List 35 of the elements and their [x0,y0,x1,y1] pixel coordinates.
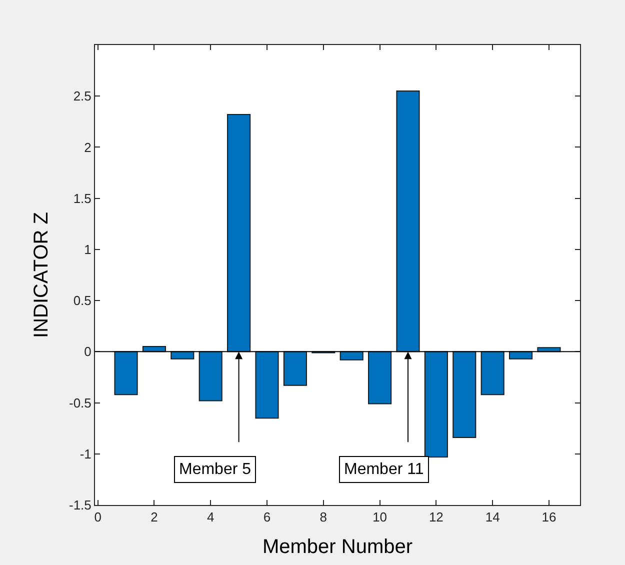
y-tick-label: 2.5 [73,88,92,104]
bar [198,351,222,402]
bar [396,90,420,352]
bar [509,351,533,360]
bar [283,351,307,386]
bar [424,351,448,458]
x-axis-title: Member Number [262,536,413,558]
y-tick-label: -1 [80,446,92,462]
x-tick-label: 8 [320,510,328,525]
annotation: Member 11 [344,461,424,478]
bar [452,351,476,438]
y-tick-label: 0 [84,344,92,360]
bar [480,351,504,396]
bar [368,351,392,404]
y-tick-label: 1 [84,242,92,257]
bar [170,351,194,360]
bar [114,351,138,396]
x-tick-label: 16 [542,510,556,525]
bar [255,351,279,419]
x-tick-label: 0 [94,510,102,525]
y-axis-title: INDICATOR Z [30,212,52,338]
x-tick-label: 12 [428,510,444,525]
y-tick-label: 0.5 [73,293,92,308]
x-tick-label: 14 [485,510,500,525]
x-tick-label: 2 [150,510,158,525]
x-tick-label: 10 [372,510,388,525]
x-tick-label: 6 [263,510,271,525]
y-tick-label: 1.5 [73,190,92,206]
annotation: Member 5 [179,461,252,478]
y-tick-label: -0.5 [68,395,92,410]
y-tick-label: -1.5 [68,498,92,513]
bar [340,351,364,360]
bar [227,114,251,352]
y-tick-label: 2 [84,140,92,155]
x-tick-label: 4 [206,510,214,525]
